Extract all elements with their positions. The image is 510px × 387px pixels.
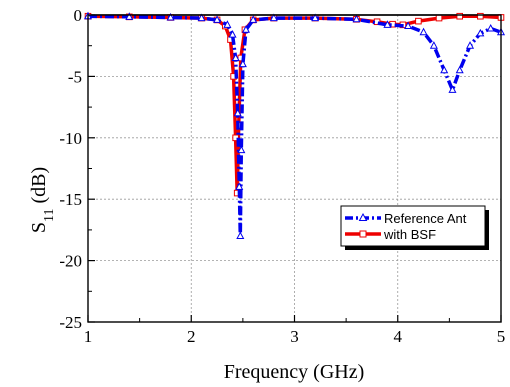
series-point-reference-ant bbox=[249, 15, 258, 23]
y-tick-label: 0 bbox=[74, 6, 83, 25]
x-tick-label: 4 bbox=[394, 327, 403, 346]
series-point-reference-ant bbox=[125, 12, 134, 20]
series-point-with-bsf bbox=[456, 12, 463, 20]
x-tick-label: 2 bbox=[187, 327, 196, 346]
y-tick-label: -5 bbox=[68, 67, 82, 86]
series-point-reference-ant bbox=[476, 28, 485, 37]
series-point-reference-ant bbox=[448, 85, 457, 93]
series-point-reference-ant bbox=[236, 231, 245, 240]
legend-marker-reference-ant bbox=[358, 212, 368, 221]
series-point-reference-ant bbox=[383, 20, 392, 28]
plot-frame bbox=[87, 14, 502, 323]
y-axis-title-unit: (dB) bbox=[28, 167, 50, 209]
x-tick-label: 1 bbox=[84, 327, 93, 346]
y-tick-label: -15 bbox=[59, 190, 82, 209]
series-point-with-bsf bbox=[415, 17, 422, 25]
series-point-reference-ant bbox=[486, 23, 495, 32]
series-point-with-bsf bbox=[477, 12, 484, 20]
series-reference-ant bbox=[83, 11, 506, 240]
legend-label-reference-ant: Reference Ant bbox=[384, 211, 467, 226]
series-point-reference-ant bbox=[465, 41, 475, 49]
series-point-reference-ant bbox=[237, 145, 246, 154]
series-point-reference-ant bbox=[241, 25, 251, 33]
series-point-reference-ant bbox=[197, 13, 206, 22]
y-tick-label: -10 bbox=[59, 129, 82, 148]
series-line-reference-ant bbox=[87, 14, 502, 238]
y-axis-title: S11 (dB) bbox=[28, 167, 57, 233]
series-point-reference-ant bbox=[455, 65, 464, 74]
legend-label-with-bsf: with BSF bbox=[383, 227, 436, 242]
series-point-reference-ant bbox=[233, 108, 242, 117]
x-tick-label: 5 bbox=[497, 327, 506, 346]
series-point-reference-ant bbox=[440, 65, 449, 74]
series-point-reference-ant bbox=[166, 12, 175, 21]
x-tick-label: 3 bbox=[290, 327, 299, 346]
y-tick-label: -20 bbox=[59, 252, 82, 271]
legend-marker-with-bsf bbox=[359, 230, 367, 238]
x-axis-title: Frequency (GHz) bbox=[224, 361, 365, 383]
series-point-reference-ant bbox=[213, 15, 222, 23]
series-point-reference-ant bbox=[228, 30, 237, 38]
series-point-reference-ant bbox=[429, 41, 438, 49]
y-tick-labels: 0 -5 -10 -15 -20 -25 bbox=[59, 6, 82, 332]
x-tick-labels: 1 2 3 4 5 bbox=[84, 327, 506, 346]
series-point-reference-ant bbox=[311, 13, 320, 22]
series-point-reference-ant bbox=[235, 182, 244, 190]
y-tick-label: -25 bbox=[59, 313, 82, 332]
series-point-reference-ant bbox=[231, 53, 240, 61]
series-point-with-bsf bbox=[435, 14, 443, 22]
series-point-reference-ant bbox=[352, 14, 361, 23]
y-axis-title-main: S bbox=[28, 222, 50, 233]
series-point-reference-ant bbox=[238, 59, 247, 68]
legend-box bbox=[340, 205, 486, 247]
series-point-reference-ant bbox=[223, 20, 232, 28]
y-axis-title-sub: 11 bbox=[42, 209, 57, 222]
series-group bbox=[83, 11, 506, 240]
series-point-reference-ant bbox=[269, 13, 278, 22]
series-point-reference-ant bbox=[404, 21, 413, 30]
series-point-reference-ant bbox=[419, 27, 428, 36]
